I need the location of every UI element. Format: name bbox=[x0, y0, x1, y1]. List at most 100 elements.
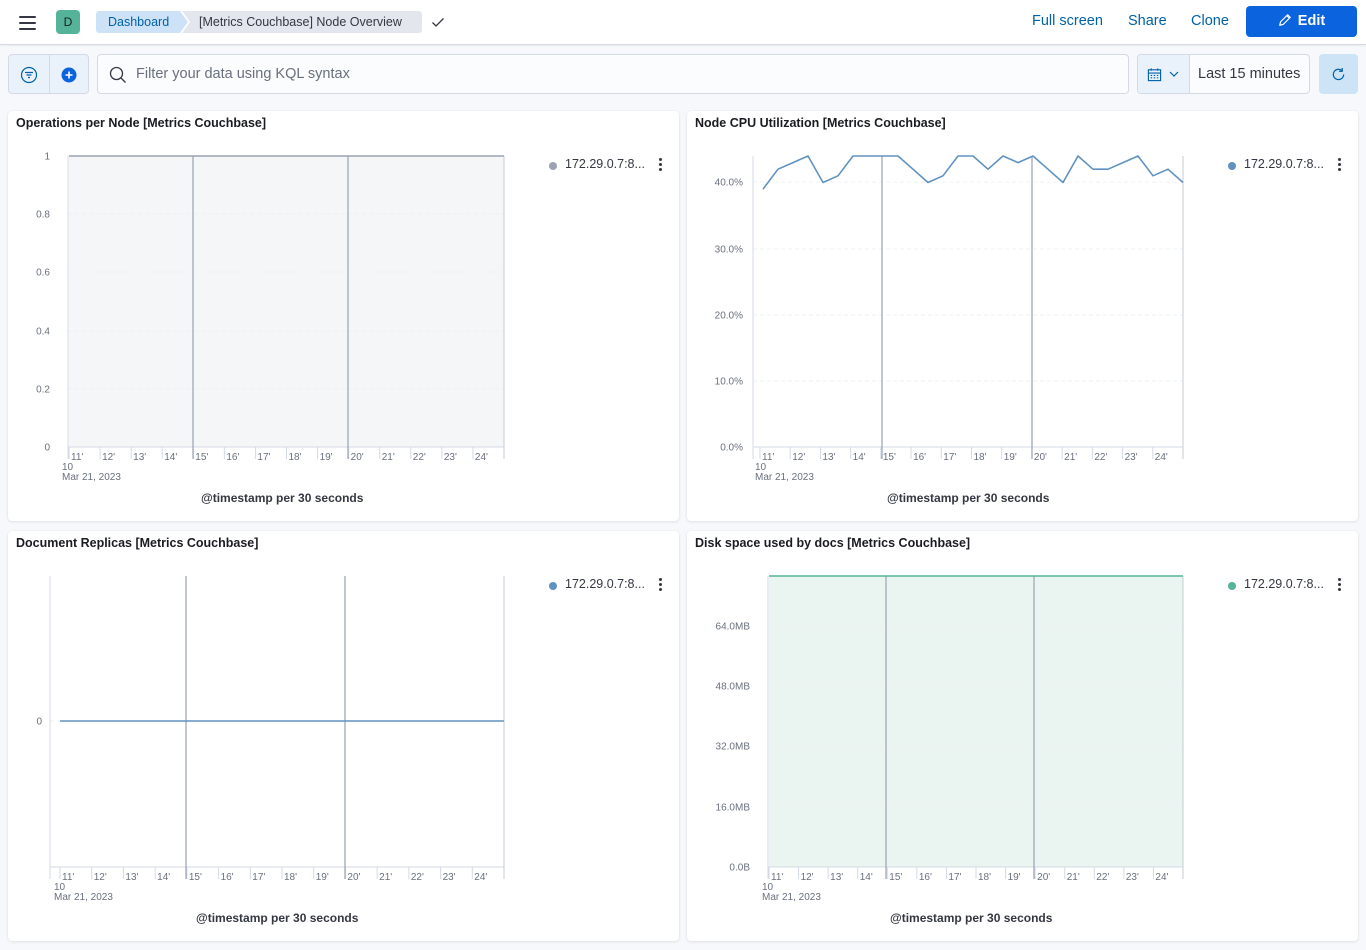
x-tick-label: 19' bbox=[320, 452, 333, 463]
x-tick-label: 19' bbox=[1008, 872, 1021, 883]
filter-actions-group bbox=[8, 54, 89, 94]
y-tick-label: 20.0% bbox=[715, 311, 743, 322]
x-tick-label: 22' bbox=[1094, 452, 1107, 463]
date-picker: Last 15 minutes bbox=[1137, 54, 1310, 94]
refresh-button[interactable] bbox=[1319, 54, 1358, 94]
x-tick-label: 17' bbox=[252, 872, 265, 883]
edit-button-label: Edit bbox=[1297, 13, 1326, 29]
x-tick-label: 13' bbox=[133, 452, 146, 463]
x-tick-label: 22' bbox=[413, 452, 426, 463]
x-date-label: 10 bbox=[762, 882, 774, 893]
panel-operations-per-node: Operations per Node [Metrics Couchbase] … bbox=[8, 111, 679, 521]
x-date-label: Mar 21, 2023 bbox=[762, 892, 821, 903]
top-header: D Dashboard [Metrics Couchbase] Node Ove… bbox=[0, 0, 1366, 45]
x-date-label: 10 bbox=[755, 462, 767, 473]
refresh-icon bbox=[1332, 67, 1345, 81]
x-tick-label: 11' bbox=[62, 872, 74, 883]
x-tick-label: 23' bbox=[1126, 872, 1139, 883]
disk-space-chart: 0.0B 16.0MB 32.0MB 48.0MB 64.0MB 11' 12' 13' 14'… bbox=[716, 575, 1184, 903]
x-tick-label: 13' bbox=[830, 872, 843, 883]
panel-options-icon[interactable] bbox=[657, 158, 663, 174]
legend-label: 172.29.0.7:8... bbox=[565, 577, 645, 591]
panel-title: Document Replicas [Metrics Couchbase] bbox=[16, 536, 259, 550]
y-tick-label: 16.0MB bbox=[716, 803, 751, 814]
x-tick-label: 14' bbox=[853, 452, 866, 463]
x-tick-label: 16' bbox=[913, 452, 926, 463]
x-tick-label: 13' bbox=[822, 452, 835, 463]
x-tick-label: 14' bbox=[860, 872, 873, 883]
x-tick-label: 24' bbox=[1155, 872, 1168, 883]
x-tick-label: 19' bbox=[316, 872, 329, 883]
document-replicas-chart: 0 11' 12' 13' 14' 15' 16' 17' 18' 19' 20' 21' 22' 23'… bbox=[36, 576, 505, 903]
x-tick-label: 14' bbox=[157, 872, 170, 883]
x-tick-label: 21' bbox=[1067, 872, 1080, 883]
x-tick-label: 17' bbox=[948, 872, 961, 883]
x-date-label: 10 bbox=[54, 882, 66, 893]
x-axis-title: @timestamp per 30 seconds bbox=[890, 911, 1053, 925]
legend-color-dot bbox=[549, 582, 557, 590]
panel-options-icon[interactable] bbox=[657, 578, 663, 594]
y-tick-label: 32.0MB bbox=[716, 742, 751, 753]
x-tick-label: 24' bbox=[475, 452, 488, 463]
share-link[interactable]: Share bbox=[1128, 13, 1167, 29]
hamburger-menu-icon[interactable] bbox=[16, 12, 40, 34]
x-tick-label: 20' bbox=[351, 452, 364, 463]
x-tick-label: 17' bbox=[943, 452, 956, 463]
panel-disk-space-used: Disk space used by docs [Metrics Couchba… bbox=[687, 531, 1358, 941]
y-tick-label: 40.0% bbox=[715, 178, 743, 189]
x-tick-label: 18' bbox=[284, 872, 297, 883]
y-tick-label: 1 bbox=[44, 152, 50, 163]
y-tick-label: 0.6 bbox=[36, 268, 50, 279]
x-tick-label: 20' bbox=[1037, 872, 1050, 883]
panel-document-replicas: Document Replicas [Metrics Couchbase] 0 1… bbox=[8, 531, 679, 941]
x-tick-label: 23' bbox=[444, 452, 457, 463]
x-tick-label: 12' bbox=[102, 452, 115, 463]
edit-button[interactable]: Edit bbox=[1246, 6, 1357, 37]
quick-select-button[interactable] bbox=[1138, 55, 1190, 93]
check-icon[interactable] bbox=[430, 14, 446, 30]
plot-area-fill bbox=[769, 576, 1183, 867]
y-tick-label: 10.0% bbox=[715, 377, 743, 388]
x-tick-label: 18' bbox=[974, 452, 987, 463]
x-tick-label: 23' bbox=[1125, 452, 1138, 463]
x-tick-label: 23' bbox=[443, 872, 456, 883]
panel-title: Node CPU Utilization [Metrics Couchbase] bbox=[695, 116, 946, 130]
x-tick-label: 24' bbox=[474, 872, 487, 883]
pencil-icon bbox=[1278, 14, 1291, 26]
x-tick-label: 19' bbox=[1004, 452, 1017, 463]
x-tick-label: 21' bbox=[379, 872, 392, 883]
x-date-label: Mar 21, 2023 bbox=[755, 472, 814, 483]
y-tick-label: 0 bbox=[36, 717, 42, 728]
x-tick-label: 16' bbox=[226, 452, 239, 463]
filter-icon[interactable] bbox=[20, 66, 38, 84]
add-filter-icon[interactable] bbox=[60, 66, 78, 84]
x-tick-label: 11' bbox=[762, 452, 774, 463]
breadcrumb-current-dashboard: [Metrics Couchbase] Node Overview bbox=[182, 11, 422, 33]
x-date-label: Mar 21, 2023 bbox=[54, 892, 113, 903]
panel-title: Operations per Node [Metrics Couchbase] bbox=[16, 116, 267, 130]
full-screen-link[interactable]: Full screen bbox=[1032, 13, 1103, 29]
y-tick-label: 64.0MB bbox=[716, 622, 751, 633]
space-avatar[interactable]: D bbox=[56, 10, 80, 34]
legend-label: 172.29.0.7:8... bbox=[565, 157, 645, 171]
operations-chart: 0 0.2 0.4 0.6 0.8 1 11' 12' 13' 14' 15' 16' 17' 18' 19… bbox=[36, 152, 505, 483]
x-tick-label: 12' bbox=[801, 872, 814, 883]
breadcrumb-dashboard[interactable]: Dashboard bbox=[96, 11, 188, 33]
plot-area-fill bbox=[69, 156, 504, 447]
panel-options-icon[interactable] bbox=[1336, 578, 1342, 594]
panel-node-cpu-utilization: Node CPU Utilization [Metrics Couchbase]… bbox=[687, 111, 1358, 521]
legend-color-dot bbox=[549, 162, 557, 170]
series-line bbox=[762, 155, 1184, 190]
x-axis-title: @timestamp per 30 seconds bbox=[887, 491, 1050, 505]
clone-link[interactable]: Clone bbox=[1191, 13, 1229, 29]
panel-options-icon[interactable] bbox=[1336, 158, 1342, 174]
x-axis-title: @timestamp per 30 seconds bbox=[196, 911, 359, 925]
x-tick-label: 16' bbox=[919, 872, 932, 883]
search-input[interactable] bbox=[136, 55, 1116, 93]
time-range-label[interactable]: Last 15 minutes bbox=[1198, 66, 1301, 82]
y-tick-label: 0.0% bbox=[720, 443, 743, 454]
x-tick-label: 24' bbox=[1155, 452, 1168, 463]
x-tick-label: 15' bbox=[889, 872, 902, 883]
x-date-label: Mar 21, 2023 bbox=[62, 472, 121, 483]
x-tick-label: 16' bbox=[221, 872, 234, 883]
